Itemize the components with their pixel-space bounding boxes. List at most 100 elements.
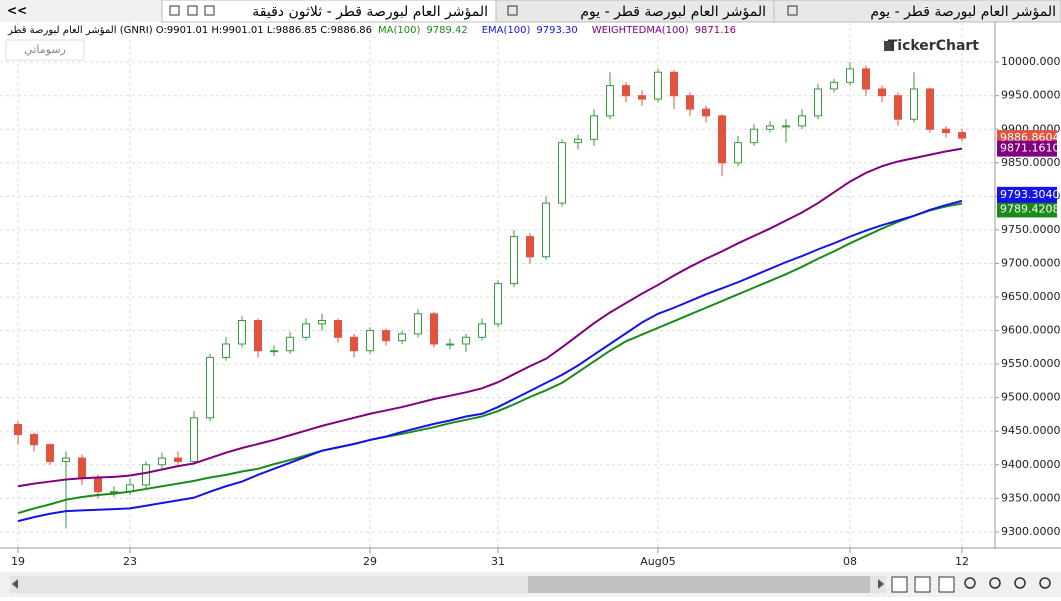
candle-body bbox=[158, 457, 166, 466]
legend-value: 9793.30 bbox=[536, 25, 577, 36]
y-tick-label: 9750.0000 bbox=[1001, 223, 1061, 236]
candle-body bbox=[734, 142, 742, 164]
y-tick-label: 9450.0000 bbox=[1001, 424, 1061, 437]
candle-body bbox=[366, 330, 374, 352]
tab-title[interactable]: المؤشر العام لبورصة قطر - ثلاثون دقيقة bbox=[252, 4, 488, 20]
y-tick-label: 10000.0000 bbox=[1001, 55, 1061, 68]
drawings-button[interactable] bbox=[5, 39, 85, 61]
tab-icon[interactable] bbox=[187, 5, 198, 16]
candle-body bbox=[846, 68, 854, 83]
y-tick-label: 9950.0000 bbox=[1001, 89, 1061, 102]
candle-body bbox=[542, 202, 550, 258]
candle-body bbox=[190, 417, 198, 462]
y-tick-label: 9500.0000 bbox=[1001, 391, 1061, 404]
candle-body bbox=[894, 95, 902, 120]
y-tick-label: 9400.0000 bbox=[1001, 458, 1061, 471]
candle-body bbox=[446, 343, 454, 346]
y-tick-label: 9850.0000 bbox=[1001, 156, 1061, 169]
brand-logo bbox=[884, 41, 894, 51]
info: المؤشر العام لبورصة قطر (GNRI) O:9901.01… bbox=[7, 25, 372, 36]
candle-body bbox=[238, 320, 246, 345]
candle-body bbox=[350, 336, 358, 352]
candle-body bbox=[814, 88, 822, 117]
candle-body bbox=[830, 81, 838, 90]
x-tick-label: 12 bbox=[955, 555, 969, 568]
candle-body bbox=[798, 115, 806, 127]
collapse-button[interactable]: << bbox=[7, 4, 27, 18]
candle-body bbox=[206, 356, 214, 419]
x-tick-label: 31 bbox=[491, 555, 505, 568]
candle-body bbox=[254, 320, 262, 352]
tab-title[interactable]: المؤشر العام لبورصة قطر - يوم bbox=[580, 4, 766, 20]
y-tick-label: 9600.0000 bbox=[1001, 324, 1061, 337]
zoom-button[interactable] bbox=[964, 577, 976, 589]
x-tick-label: 19 bbox=[11, 555, 25, 568]
price-tag-label: 9793.3040 bbox=[1000, 188, 1060, 201]
candle-body bbox=[478, 323, 486, 338]
zoom-button[interactable] bbox=[989, 577, 1001, 589]
candle-body bbox=[926, 88, 934, 130]
brand: TickerChart bbox=[888, 38, 980, 54]
legend-value: 9789.42 bbox=[426, 25, 467, 36]
candle-body bbox=[766, 125, 774, 130]
candle-body bbox=[430, 313, 438, 345]
zoom-button[interactable] bbox=[1039, 577, 1051, 589]
legend-name: EMA(100) bbox=[482, 25, 531, 36]
candle-body bbox=[94, 477, 102, 493]
x-tick-label: 23 bbox=[123, 555, 137, 568]
candle-body bbox=[526, 236, 534, 258]
tab-icon[interactable] bbox=[204, 5, 215, 16]
x-tick-label: 08 bbox=[843, 555, 857, 568]
candle-body bbox=[782, 125, 790, 128]
y-tick-label: 9700.0000 bbox=[1001, 256, 1061, 269]
candle-body bbox=[270, 350, 278, 353]
x-tick-label: Aug05 bbox=[640, 555, 675, 568]
tab-icon[interactable] bbox=[507, 5, 518, 16]
tab[interactable] bbox=[773, 0, 1061, 23]
candle-body bbox=[78, 457, 86, 479]
legend-name: WEIGHTEDMA(100) bbox=[592, 25, 689, 36]
ma-line bbox=[17, 199, 963, 523]
tab-icon[interactable] bbox=[787, 5, 798, 16]
tool-button[interactable] bbox=[938, 576, 955, 593]
legend-name: MA(100) bbox=[378, 25, 420, 36]
candle-body bbox=[222, 343, 230, 358]
scroll-right[interactable] bbox=[878, 579, 884, 589]
candle-body bbox=[286, 336, 294, 352]
candle-body bbox=[750, 128, 758, 144]
x-tick-label: 29 bbox=[363, 555, 377, 568]
candle-body bbox=[142, 464, 150, 486]
ma-line bbox=[17, 202, 963, 515]
candle-body bbox=[718, 115, 726, 164]
y-tick-label: 9350.0000 bbox=[1001, 491, 1061, 504]
ma-line bbox=[17, 147, 963, 488]
candle-body bbox=[302, 323, 310, 338]
candle-body bbox=[510, 236, 518, 285]
candle-body bbox=[558, 142, 566, 204]
candle-body bbox=[654, 71, 662, 100]
scroll-thumb[interactable] bbox=[528, 576, 870, 593]
candle-body bbox=[462, 336, 470, 345]
tool-button[interactable] bbox=[891, 576, 908, 593]
scroll-left[interactable] bbox=[12, 579, 18, 589]
drawings-label[interactable]: رسوماتي bbox=[24, 43, 66, 56]
candle-body bbox=[174, 457, 182, 462]
tool-button[interactable] bbox=[914, 576, 931, 593]
candle-body bbox=[494, 283, 502, 325]
candle-body bbox=[958, 132, 966, 139]
y-tick-label: 9550.0000 bbox=[1001, 357, 1061, 370]
candle-body bbox=[878, 88, 886, 97]
candle-body bbox=[398, 333, 406, 342]
candle-body bbox=[110, 491, 118, 494]
tab-icon[interactable] bbox=[169, 5, 180, 16]
candle-body bbox=[638, 95, 646, 100]
tab-title[interactable]: المؤشر العام لبورصة قطر - يوم bbox=[870, 4, 1056, 20]
candle-body bbox=[862, 68, 870, 90]
candle-body bbox=[318, 320, 326, 325]
legend-value: 9871.16 bbox=[695, 25, 736, 36]
zoom-button[interactable] bbox=[1014, 577, 1026, 589]
candle-body bbox=[670, 71, 678, 97]
candle-body bbox=[590, 115, 598, 140]
candle-body bbox=[686, 95, 694, 110]
